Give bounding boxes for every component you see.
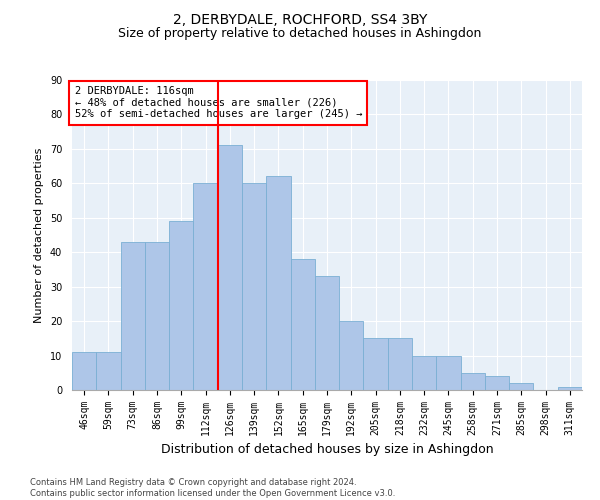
Bar [193, 184, 218, 390]
Bar [412, 356, 436, 390]
Bar [121, 242, 145, 390]
Bar [339, 321, 364, 390]
Text: 2 DERBYDALE: 116sqm
← 48% of detached houses are smaller (226)
52% of semi-detac: 2 DERBYDALE: 116sqm ← 48% of detached ho… [74, 86, 362, 120]
Y-axis label: Number of detached properties: Number of detached properties [34, 148, 44, 322]
Text: 2, DERBYDALE, ROCHFORD, SS4 3BY: 2, DERBYDALE, ROCHFORD, SS4 3BY [173, 12, 427, 26]
Text: Contains HM Land Registry data © Crown copyright and database right 2024.
Contai: Contains HM Land Registry data © Crown c… [30, 478, 395, 498]
Bar [315, 276, 339, 390]
Bar [96, 352, 121, 390]
Bar [72, 352, 96, 390]
Bar [388, 338, 412, 390]
Bar [218, 146, 242, 390]
Bar [558, 386, 582, 390]
Bar [290, 259, 315, 390]
Bar [461, 373, 485, 390]
Bar [169, 221, 193, 390]
Bar [145, 242, 169, 390]
Bar [509, 383, 533, 390]
Bar [485, 376, 509, 390]
Bar [266, 176, 290, 390]
Bar [436, 356, 461, 390]
X-axis label: Distribution of detached houses by size in Ashingdon: Distribution of detached houses by size … [161, 444, 493, 456]
Bar [364, 338, 388, 390]
Text: Size of property relative to detached houses in Ashingdon: Size of property relative to detached ho… [118, 28, 482, 40]
Bar [242, 184, 266, 390]
